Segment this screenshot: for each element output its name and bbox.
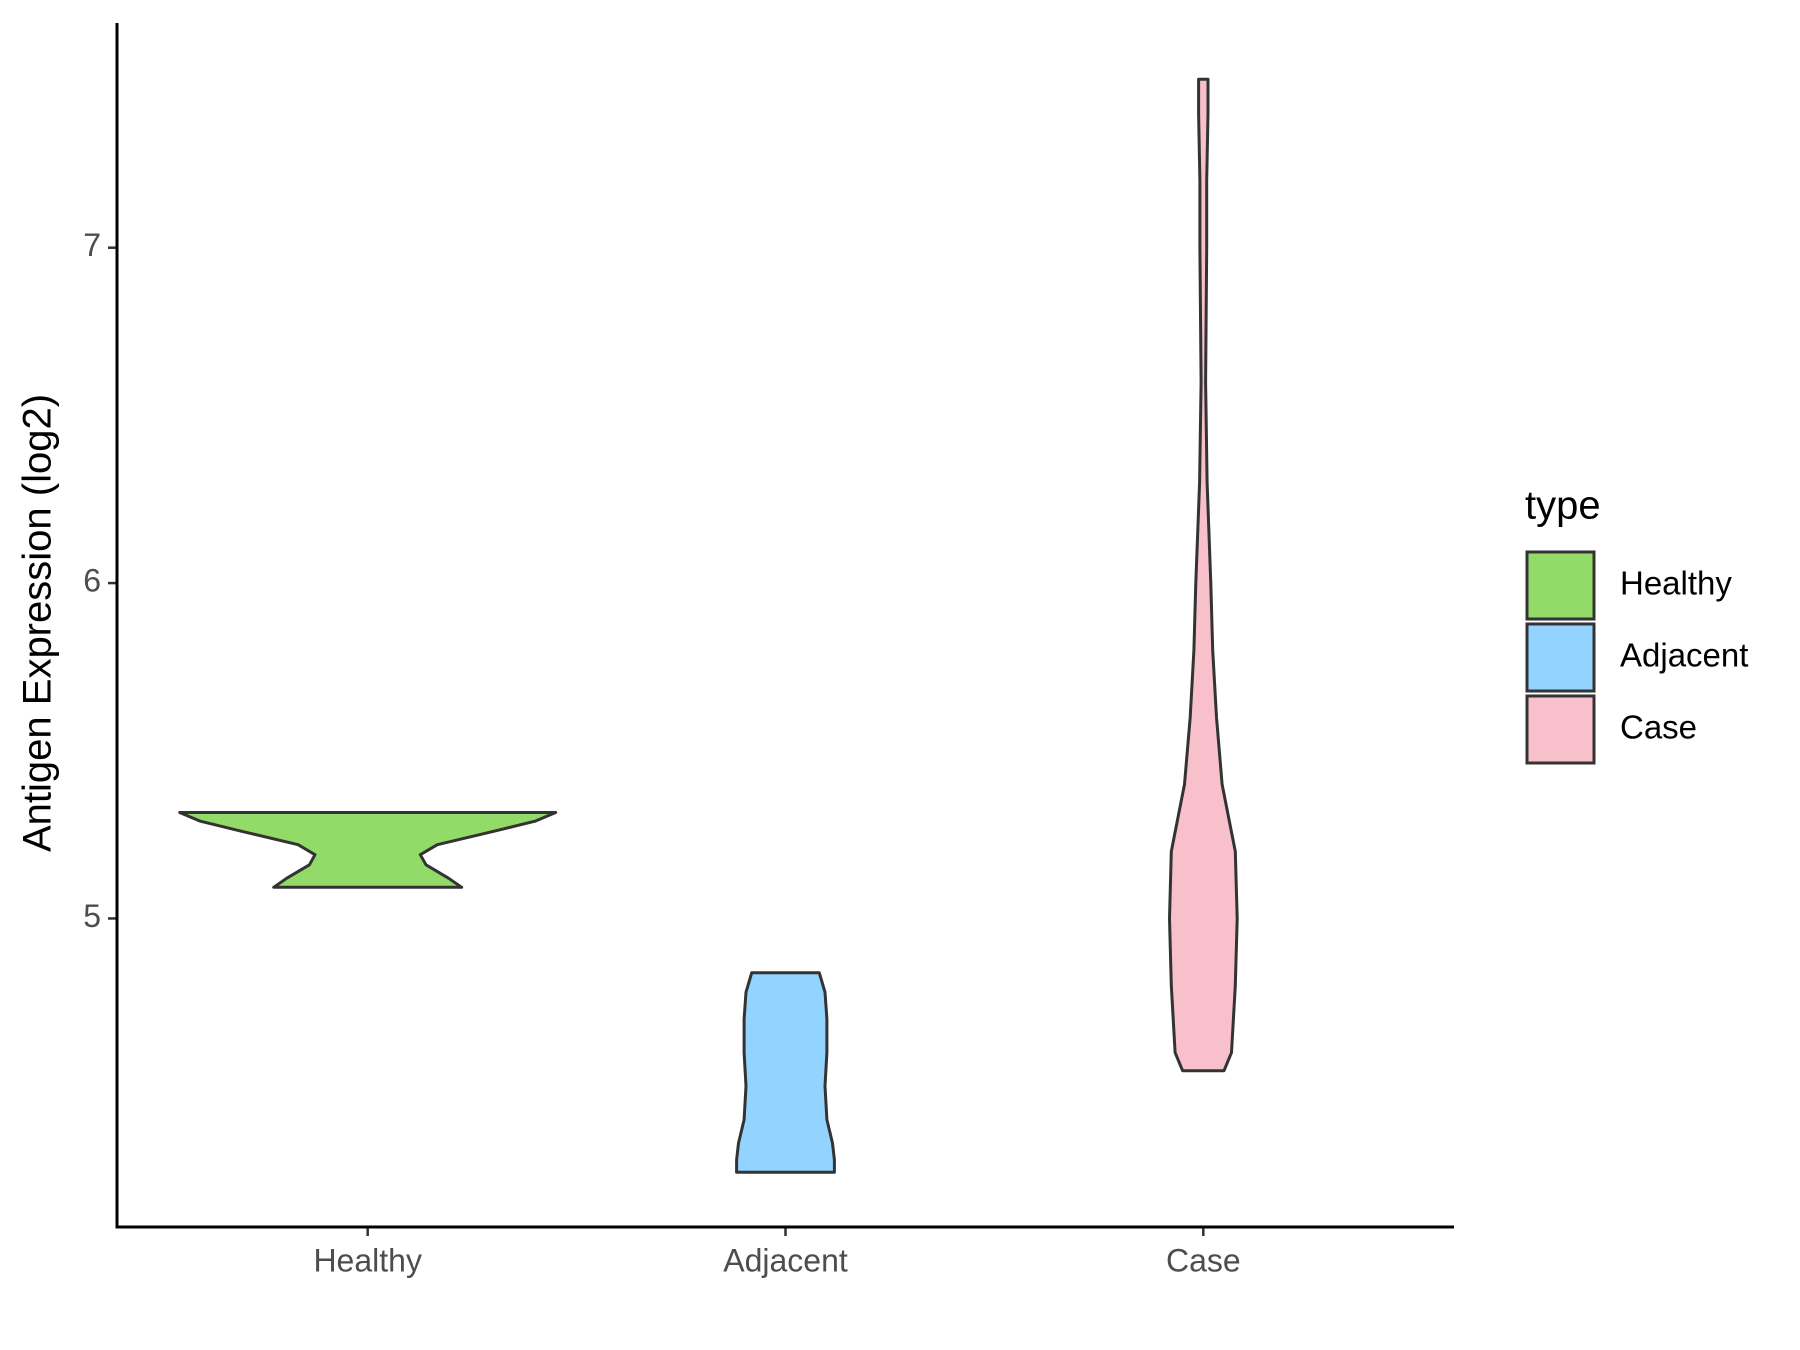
- y-tick-label: 7: [83, 227, 101, 263]
- x-tick-label: Healthy: [313, 1242, 422, 1278]
- y-tick-label: 6: [83, 563, 101, 599]
- legend-key: [1525, 622, 1596, 693]
- x-tick-label: Case: [1166, 1242, 1241, 1278]
- legend-label: Healthy: [1620, 565, 1732, 602]
- y-tick-label: 5: [83, 898, 101, 934]
- x-tick-label: Adjacent: [723, 1242, 848, 1278]
- legend-label: Case: [1620, 709, 1697, 746]
- legend-label: Adjacent: [1620, 637, 1748, 674]
- legend-key: [1525, 550, 1596, 621]
- violin: [735, 971, 836, 1174]
- legend-title: type: [1525, 484, 1601, 528]
- violin: [178, 811, 558, 889]
- y-axis-title: Antigen Expression (log2): [16, 394, 60, 852]
- violin: [1168, 77, 1239, 1073]
- legend-key: [1525, 694, 1596, 765]
